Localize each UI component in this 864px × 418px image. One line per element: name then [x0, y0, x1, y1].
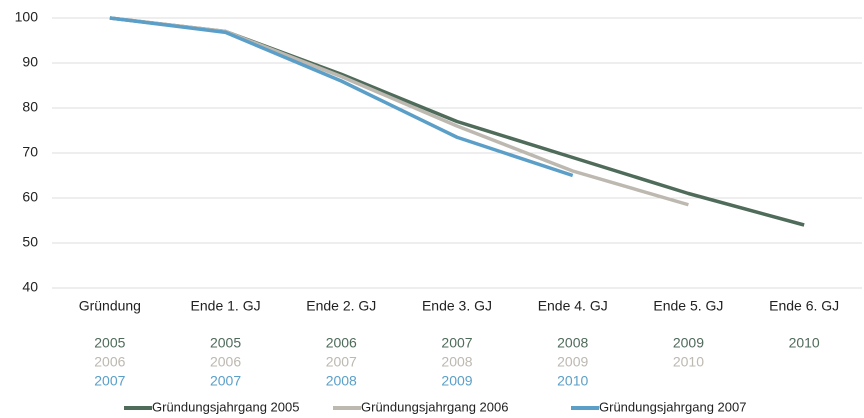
- year-label: 2008: [557, 335, 588, 351]
- y-tick-label: 50: [22, 234, 38, 250]
- year-label: 2008: [441, 354, 472, 370]
- year-label: 2006: [94, 354, 125, 370]
- year-label: 2007: [94, 373, 125, 389]
- year-label: 2005: [94, 335, 125, 351]
- x-tick-label: Gründung: [79, 298, 141, 314]
- year-label: 2009: [441, 373, 472, 389]
- year-label: 2010: [789, 335, 820, 351]
- series-line: [109, 16, 805, 227]
- series-line: [109, 16, 689, 207]
- year-label: 2007: [326, 354, 357, 370]
- legend-label: Gründungsjahrgang 2007: [599, 399, 746, 414]
- year-label: 2007: [210, 373, 241, 389]
- year-label: 2010: [557, 373, 588, 389]
- x-tick-label: Ende 3. GJ: [422, 298, 492, 314]
- legend-label: Gründungsjahrgang 2005: [152, 399, 299, 414]
- y-tick-label: 60: [22, 189, 38, 205]
- year-label: 2006: [326, 335, 357, 351]
- year-label: 2005: [210, 335, 241, 351]
- y-tick-label: 80: [22, 99, 38, 115]
- x-tick-label: Ende 5. GJ: [653, 298, 723, 314]
- x-tick-label: Ende 6. GJ: [769, 298, 839, 314]
- series-line: [109, 16, 574, 178]
- y-tick-label: 40: [22, 279, 38, 295]
- year-label: 2007: [441, 335, 472, 351]
- year-label: 2009: [557, 354, 588, 370]
- y-tick-label: 90: [22, 54, 38, 70]
- legend-label: Gründungsjahrgang 2006: [361, 399, 508, 414]
- y-tick-label: 100: [15, 9, 39, 25]
- year-label: 2009: [673, 335, 704, 351]
- year-label: 2010: [673, 354, 704, 370]
- x-tick-label: Ende 1. GJ: [191, 298, 261, 314]
- x-tick-label: Ende 4. GJ: [538, 298, 608, 314]
- x-tick-label: Ende 2. GJ: [306, 298, 376, 314]
- year-label: 2006: [210, 354, 241, 370]
- y-tick-label: 70: [22, 144, 38, 160]
- year-label: 2008: [326, 373, 357, 389]
